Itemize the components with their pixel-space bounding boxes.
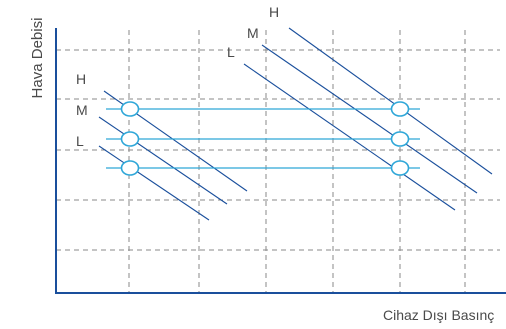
operating-point-m-left [120,131,140,147]
fan-curve-right-h [288,27,493,175]
operating-point-l-right [390,160,410,176]
curve-label-left-h: H [76,71,86,87]
operating-point-h-right [390,101,410,117]
fan-curve-right-m [261,44,478,194]
operating-point-h-left [120,101,140,117]
curve-label-right-l: L [227,44,235,60]
curve-label-right-h: H [269,4,279,20]
axes [55,28,506,294]
grid [56,30,500,293]
fan-curves [98,27,493,221]
fan-curve-left-m [98,116,228,205]
operating-point-m-right [390,131,410,147]
operating-points [120,101,410,176]
operating-lines [106,108,420,169]
curve-label-left-m: M [76,102,88,118]
x-axis-label: Cihaz Dışı Basınç [383,307,494,323]
curve-label-left-l: L [76,133,84,149]
y-axis-label: Hava Debisi [29,18,46,99]
fan-curve-left-l [98,145,210,221]
fan-curve-right-l [243,63,456,211]
operating-point-l-left [120,160,140,176]
curve-label-right-m: M [247,25,259,41]
